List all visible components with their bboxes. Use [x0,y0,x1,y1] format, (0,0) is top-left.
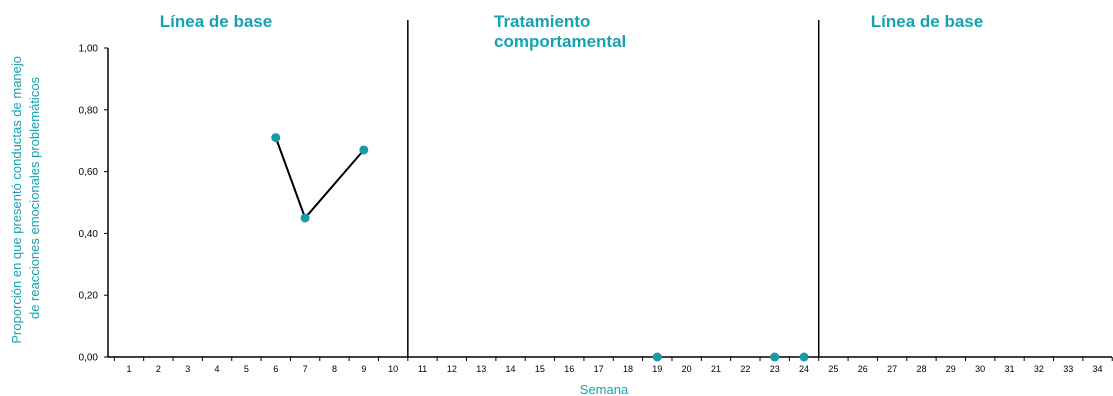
phase-label: Tratamiento [494,12,590,31]
x-tick-label: 26 [858,364,868,374]
y-tick-label: 0,40 [79,229,99,240]
x-tick-label: 17 [594,364,604,374]
x-tick-label: 20 [682,364,692,374]
series-line [274,137,365,220]
x-tick-label: 7 [303,364,308,374]
x-tick-label: 33 [1063,364,1073,374]
x-tick-label: 18 [623,364,633,374]
x-axis-title: Semana [580,382,629,396]
x-tick-label: 12 [447,364,457,374]
y-axis-ticks: 0,00 0,20 0,40 0,60 0,80 1,00 [79,44,108,364]
data-point [799,352,809,362]
x-tick-label: 5 [244,364,249,374]
x-tick-label: 1 [126,364,131,374]
x-tick-label: 3 [185,364,190,374]
x-tick-label: 4 [215,364,220,374]
x-tick-label: 2 [156,364,161,374]
x-tick-label: 19 [652,364,662,374]
x-tick-label: 29 [946,364,956,374]
x-tick-label: 32 [1034,364,1044,374]
data-series [271,133,809,362]
data-point [359,145,369,155]
x-tick-label: 8 [332,364,337,374]
phase-change-lines [407,20,820,357]
data-point [652,352,662,362]
y-axis-title: Proporción en que presentó conductas de … [9,52,42,344]
x-axis-ticks: 1 2 3 4 5 6 7 8 9 10 11 12 13 14 15 16 17 18 19 20 21 22 23 24 2… [113,357,1113,374]
y-tick-label: 0,00 [79,353,99,364]
x-tick-label: 34 [1093,364,1103,374]
y-axis-title-line-1: Proporción en que presentó conductas de … [9,56,24,344]
x-tick-label: 9 [361,364,366,374]
phase-label: Línea de base [871,12,983,31]
x-tick-label: 31 [1004,364,1014,374]
phase-label: comportamental [494,32,626,51]
x-tick-label: 15 [535,364,545,374]
x-tick-label: 13 [476,364,486,374]
x-tick-label: 30 [975,364,985,374]
x-tick-label: 22 [740,364,750,374]
x-tick-label: 10 [388,364,398,374]
x-tick-label: 16 [564,364,574,374]
phase-label: Línea de base [160,12,272,31]
y-tick-label: 1,00 [79,44,99,55]
svg-text:Proporción en que presentó con: Proporción en que presentó conductas de … [9,52,42,343]
y-axis-title-line-2: de reacciones emocionales problemáticos [27,76,42,319]
x-tick-label: 24 [799,364,809,374]
data-point [770,352,780,362]
x-tick-label: 27 [887,364,897,374]
y-tick-label: 0,20 [79,291,99,302]
y-tick-label: 0,80 [79,105,99,116]
x-tick-label: 23 [770,364,780,374]
x-tick-label: 6 [273,364,278,374]
x-tick-label: 11 [418,364,427,374]
y-tick-label: 0,60 [79,167,99,178]
x-tick-label: 14 [506,364,516,374]
data-point [300,213,310,223]
x-tick-label: 25 [828,364,838,374]
data-point [271,133,281,143]
x-tick-label: 28 [916,364,926,374]
x-tick-label: 21 [711,364,721,374]
